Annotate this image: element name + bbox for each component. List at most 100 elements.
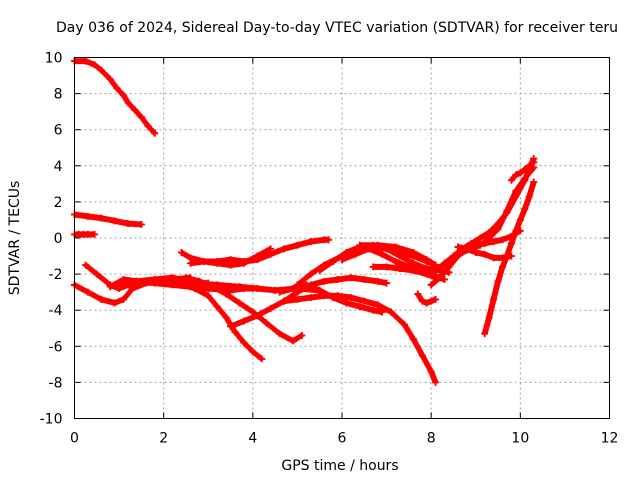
data-point	[178, 279, 185, 287]
data-point	[409, 266, 417, 274]
data-point	[427, 297, 435, 305]
data-point	[131, 106, 139, 114]
data-point	[369, 306, 377, 314]
data-point	[111, 299, 119, 307]
data-point	[120, 295, 128, 303]
data-point	[240, 339, 248, 347]
data-point	[378, 308, 386, 316]
data-point	[427, 281, 435, 289]
data-point	[178, 248, 185, 256]
data-point	[383, 245, 391, 253]
data-point	[494, 225, 502, 233]
data-point	[530, 178, 538, 186]
data-point	[525, 192, 533, 200]
data-point	[235, 283, 243, 291]
y-tick-label: -4	[49, 303, 63, 319]
data-point	[436, 274, 444, 282]
series-s9	[182, 274, 306, 345]
data-point	[293, 295, 301, 303]
data-point	[418, 297, 426, 305]
data-point	[262, 319, 270, 327]
data-point	[144, 122, 152, 130]
data-point	[347, 274, 355, 282]
data-point	[374, 301, 382, 309]
data-point	[133, 277, 141, 285]
data-point	[307, 294, 315, 302]
x-tick-labels: 0 2 4 6 8 10 12	[70, 431, 618, 447]
data-point	[258, 355, 266, 363]
data-point	[320, 277, 328, 285]
data-point	[512, 227, 520, 235]
data-point	[84, 288, 92, 296]
data-point	[97, 214, 105, 222]
data-point	[276, 288, 284, 296]
series-s8	[178, 279, 266, 363]
data-point	[521, 174, 529, 182]
data-point	[82, 57, 90, 65]
series-s14	[276, 281, 386, 316]
y-tick-label: 4	[54, 159, 63, 175]
data-point	[249, 348, 257, 356]
data-point	[124, 99, 132, 107]
data-point	[441, 261, 449, 269]
data-point	[396, 265, 404, 273]
series-s24	[454, 243, 515, 262]
data-point	[396, 252, 404, 260]
data-point	[91, 230, 99, 238]
data-point	[82, 261, 90, 269]
y-tick-label: -8	[49, 375, 63, 391]
data-point	[298, 331, 306, 339]
series-s20	[414, 290, 440, 307]
data-point	[253, 285, 261, 293]
data-point	[271, 286, 279, 294]
data-point	[449, 254, 457, 262]
y-axis-label: SDTVAR / TECUs	[7, 181, 23, 296]
data-point	[316, 266, 324, 274]
data-point	[227, 322, 235, 330]
data-point	[204, 292, 212, 300]
data-point	[329, 257, 337, 265]
grid-lines	[74, 57, 610, 419]
data-point	[106, 75, 114, 83]
data-point	[213, 257, 221, 265]
data-point	[463, 245, 471, 253]
series-s25	[481, 178, 538, 338]
plot-frame	[74, 57, 610, 419]
series-s3	[71, 230, 99, 238]
data-point	[276, 330, 284, 338]
x-tick-label: 10	[511, 431, 529, 447]
x-tick-label: 2	[159, 431, 168, 447]
data-point	[111, 217, 119, 225]
data-point	[169, 281, 177, 289]
series-s1	[71, 57, 159, 137]
data-point	[530, 158, 538, 166]
data-point	[307, 238, 315, 246]
data-point	[293, 281, 301, 289]
data-point	[409, 259, 417, 267]
data-point	[113, 84, 121, 92]
data-point	[200, 257, 208, 265]
data-point	[503, 252, 511, 260]
data-point	[222, 313, 230, 321]
data-point	[235, 299, 243, 307]
x-tick-label: 12	[601, 431, 619, 447]
y-tick-label: 6	[54, 123, 63, 139]
data-point	[253, 312, 261, 320]
data-point	[499, 263, 506, 271]
data-point	[240, 317, 248, 325]
data-point	[485, 313, 493, 321]
y-tick-label: 10	[45, 51, 63, 67]
series-trace	[71, 211, 145, 228]
data-point	[84, 230, 92, 238]
data-point	[521, 165, 529, 173]
data-point	[97, 295, 105, 303]
data-point	[503, 207, 511, 215]
data-point	[351, 250, 359, 258]
data-point	[93, 270, 101, 278]
data-point	[191, 285, 199, 293]
series-s26	[507, 158, 538, 184]
series-s2	[71, 211, 145, 228]
data-point	[499, 236, 506, 244]
data-point	[472, 248, 480, 256]
